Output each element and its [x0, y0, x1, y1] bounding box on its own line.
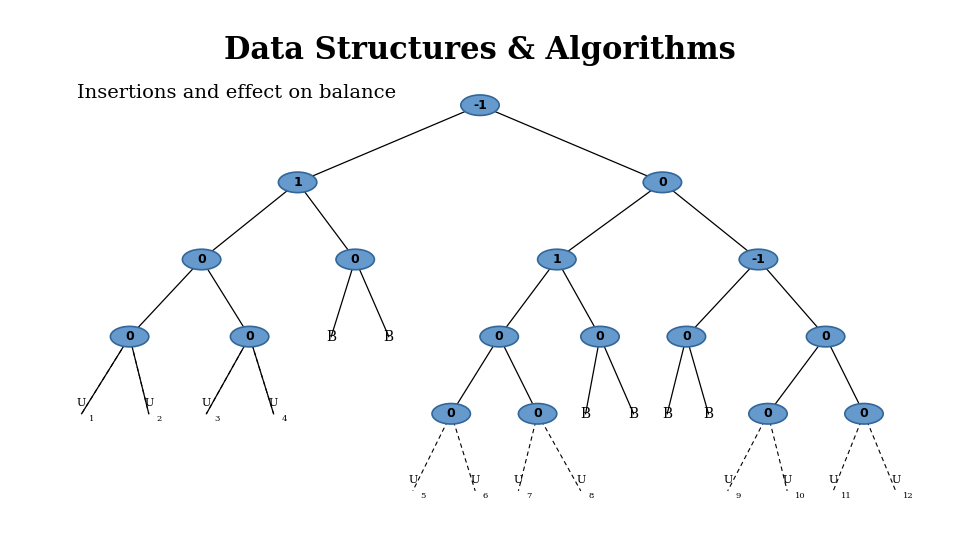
Ellipse shape	[667, 326, 706, 347]
Text: B: B	[629, 407, 638, 421]
Text: 6: 6	[483, 492, 488, 501]
Text: 0: 0	[197, 253, 206, 266]
Text: 8: 8	[588, 492, 594, 501]
Text: 3: 3	[214, 415, 220, 423]
Ellipse shape	[110, 326, 149, 347]
Text: U: U	[576, 475, 586, 485]
Text: 5: 5	[420, 492, 426, 501]
Text: U: U	[782, 475, 792, 485]
Text: -1: -1	[752, 253, 765, 266]
Text: 0: 0	[658, 176, 667, 189]
Ellipse shape	[461, 95, 499, 116]
Text: 12: 12	[903, 492, 914, 501]
Text: 0: 0	[859, 407, 869, 420]
Text: U: U	[408, 475, 418, 485]
Text: U: U	[470, 475, 480, 485]
Text: 9: 9	[735, 492, 741, 501]
Text: 0: 0	[533, 407, 542, 420]
Text: 0: 0	[125, 330, 134, 343]
Text: 2: 2	[156, 415, 161, 423]
Text: 0: 0	[446, 407, 456, 420]
Text: B: B	[662, 407, 672, 421]
Ellipse shape	[336, 249, 374, 269]
Text: Insertions and effect on balance: Insertions and effect on balance	[77, 84, 396, 102]
Text: B: B	[384, 329, 394, 343]
Text: U: U	[514, 475, 523, 485]
Text: 1: 1	[293, 176, 302, 189]
Text: 0: 0	[821, 330, 830, 343]
Text: U: U	[144, 398, 154, 408]
Text: Data Structures & Algorithms: Data Structures & Algorithms	[224, 35, 736, 66]
Ellipse shape	[182, 249, 221, 269]
Ellipse shape	[230, 326, 269, 347]
Text: 0: 0	[595, 330, 605, 343]
Ellipse shape	[749, 403, 787, 424]
Text: U: U	[77, 398, 86, 408]
Text: 1: 1	[89, 415, 95, 423]
Ellipse shape	[643, 172, 682, 193]
Ellipse shape	[278, 172, 317, 193]
Text: U: U	[828, 475, 838, 485]
Text: 0: 0	[763, 407, 773, 420]
Text: -1: -1	[473, 99, 487, 112]
Ellipse shape	[480, 326, 518, 347]
Text: 4: 4	[281, 415, 287, 423]
Text: B: B	[581, 407, 590, 421]
Text: 7: 7	[526, 492, 532, 501]
Text: U: U	[723, 475, 732, 485]
Text: 10: 10	[795, 492, 805, 501]
Ellipse shape	[518, 403, 557, 424]
Ellipse shape	[806, 326, 845, 347]
Ellipse shape	[538, 249, 576, 269]
Text: 0: 0	[350, 253, 360, 266]
Ellipse shape	[581, 326, 619, 347]
Text: 11: 11	[841, 492, 852, 501]
Text: U: U	[891, 475, 900, 485]
Text: 0: 0	[682, 330, 691, 343]
Text: B: B	[704, 407, 713, 421]
Text: U: U	[202, 398, 211, 408]
Text: B: B	[326, 329, 336, 343]
Ellipse shape	[739, 249, 778, 269]
Ellipse shape	[432, 403, 470, 424]
Text: 0: 0	[494, 330, 504, 343]
Text: 1: 1	[552, 253, 562, 266]
Text: U: U	[269, 398, 278, 408]
Text: 0: 0	[245, 330, 254, 343]
Ellipse shape	[845, 403, 883, 424]
